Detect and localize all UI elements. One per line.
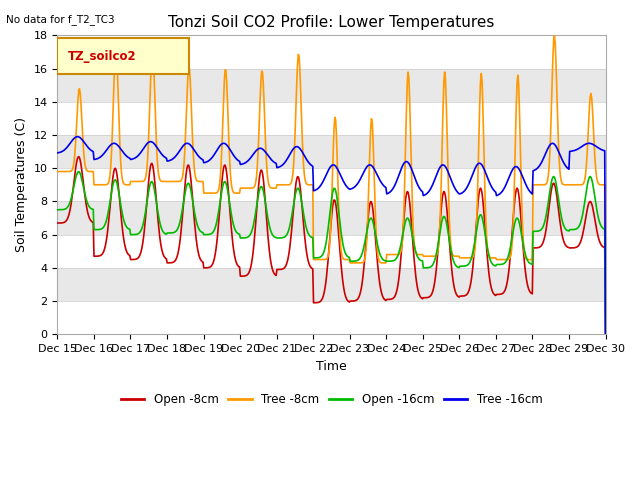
Y-axis label: Soil Temperatures (C): Soil Temperatures (C)	[15, 117, 28, 252]
Tree -16cm	[121, 151, 129, 157]
Bar	[58, 102, 605, 135]
Text: TZ_soilco2: TZ_soilco2	[68, 50, 137, 63]
Open -8cm	[415, 290, 422, 296]
Open -8cm	[75, 154, 83, 159]
Tree -8cm	[54, 168, 61, 174]
Tree -8cm	[175, 179, 183, 184]
Bar	[58, 235, 605, 268]
Bar	[58, 301, 605, 334]
Open -8cm	[63, 216, 71, 222]
Bar	[58, 135, 605, 168]
Tree -16cm	[54, 150, 61, 156]
Tree -8cm	[205, 190, 212, 196]
Open -8cm	[205, 264, 213, 270]
Tree -16cm	[176, 147, 184, 153]
Open -8cm	[602, 331, 609, 337]
Line: Open -16cm: Open -16cm	[58, 171, 605, 334]
Tree -16cm	[74, 134, 81, 140]
Legend: Open -8cm, Tree -8cm, Open -16cm, Tree -16cm: Open -8cm, Tree -8cm, Open -16cm, Tree -…	[116, 388, 547, 410]
Bar	[58, 168, 605, 202]
Open -16cm	[63, 204, 71, 210]
Open -16cm	[415, 256, 422, 262]
FancyBboxPatch shape	[58, 38, 189, 74]
Open -8cm	[399, 231, 406, 237]
Tree -8cm	[398, 242, 406, 248]
Bar	[58, 36, 605, 69]
Tree -8cm	[602, 331, 609, 337]
Open -8cm	[54, 220, 61, 226]
Open -16cm	[399, 232, 406, 238]
Tree -8cm	[414, 252, 422, 257]
Bar	[58, 202, 605, 235]
Open -16cm	[54, 207, 61, 213]
Open -8cm	[121, 240, 129, 246]
Line: Open -8cm: Open -8cm	[58, 156, 605, 334]
Line: Tree -8cm: Tree -8cm	[58, 36, 605, 334]
Line: Tree -16cm: Tree -16cm	[58, 137, 605, 334]
Open -16cm	[205, 231, 213, 237]
Tree -16cm	[602, 331, 609, 337]
Bar	[58, 69, 605, 102]
X-axis label: Time: Time	[316, 360, 347, 372]
Tree -8cm	[120, 181, 127, 187]
Title: Tonzi Soil CO2 Profile: Lower Temperatures: Tonzi Soil CO2 Profile: Lower Temperatur…	[168, 15, 495, 30]
Open -16cm	[121, 220, 129, 226]
Tree -8cm	[63, 168, 71, 174]
Open -16cm	[75, 168, 83, 174]
Bar	[58, 268, 605, 301]
Text: No data for f_T2_TC3: No data for f_T2_TC3	[6, 14, 115, 25]
Open -16cm	[176, 218, 184, 224]
Tree -8cm	[550, 33, 558, 38]
Open -16cm	[602, 331, 609, 337]
Open -8cm	[176, 237, 184, 243]
Tree -16cm	[399, 163, 406, 168]
Tree -16cm	[63, 144, 71, 150]
Tree -16cm	[415, 184, 422, 190]
Tree -16cm	[205, 157, 213, 163]
